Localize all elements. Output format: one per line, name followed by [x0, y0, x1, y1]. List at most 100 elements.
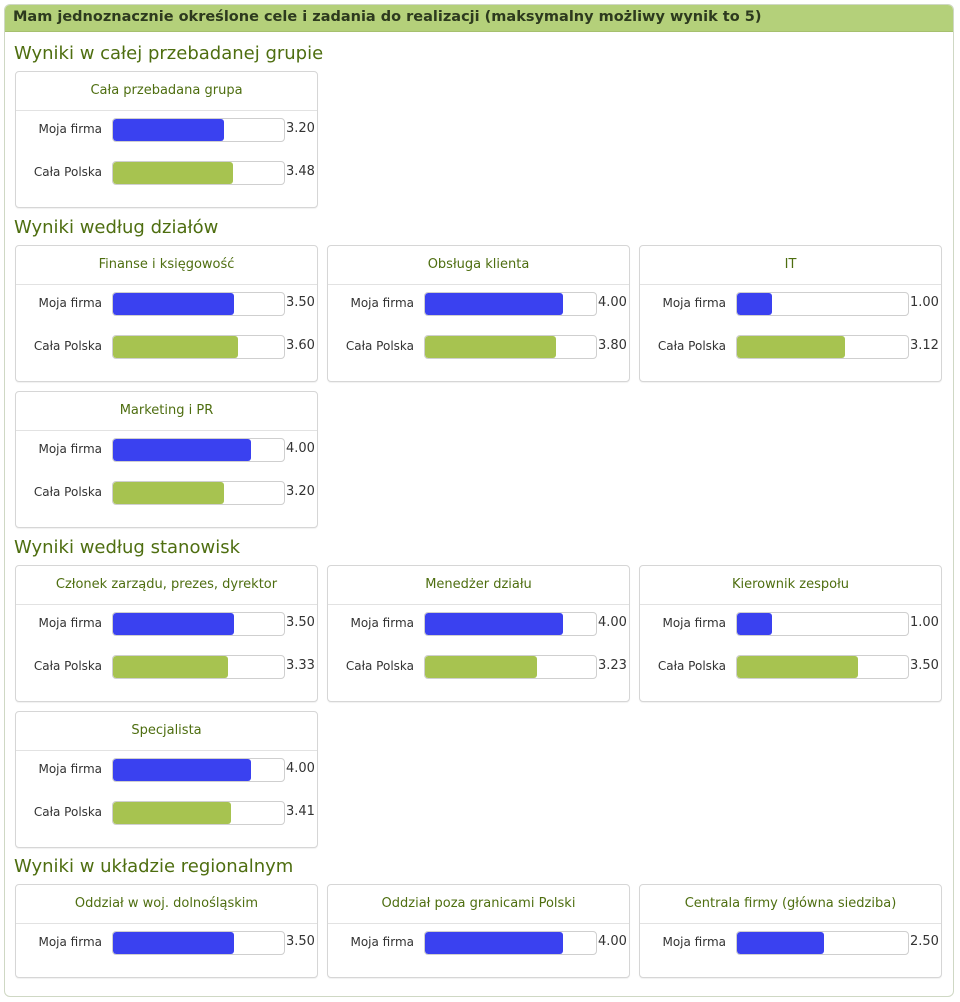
bar-moja-firma: [113, 293, 234, 315]
bar-track: [112, 335, 285, 359]
chart-title: Finanse i księgowość: [16, 246, 317, 285]
bar-value: 3.20: [286, 121, 315, 136]
bar-track: [112, 931, 285, 955]
bar-value: 3.23: [598, 658, 627, 673]
bar-value: 3.41: [286, 804, 315, 819]
bar-label: Moja firma: [38, 935, 102, 949]
bar-value: 3.50: [286, 295, 315, 310]
bar-value: 3.48: [286, 164, 315, 179]
chart-card: Finanse i księgowość Moja firma 3.50 Cała P…: [15, 245, 318, 382]
section-title: Wyniki według stanowisk: [14, 537, 240, 558]
bar-track: [424, 612, 597, 636]
bar-moja-firma: [737, 613, 772, 635]
bar-label: Moja firma: [38, 762, 102, 776]
bar-value: 3.33: [286, 658, 315, 673]
bar-moja-firma: [425, 613, 563, 635]
bar-value: 1.00: [910, 295, 939, 310]
bar-track: [112, 801, 285, 825]
bar-value: 4.00: [598, 295, 627, 310]
bar-row: Cała Polska 3.33: [16, 653, 317, 681]
bar-row: Moja firma 3.50: [16, 290, 317, 318]
bar-row: Moja firma 4.00: [328, 929, 629, 957]
chart-title: Menedżer działu: [328, 566, 629, 605]
bar-cala-polska: [113, 336, 238, 358]
bar-value: 4.00: [598, 615, 627, 630]
chart-card: Cała przebadana grupa Moja firma 3.20 Cała …: [15, 71, 318, 208]
chart-card: Oddział w woj. dolnośląskim Moja firma 3.5…: [15, 884, 318, 978]
bar-label: Moja firma: [350, 616, 414, 630]
bar-track: [112, 118, 285, 142]
bar-row: Cała Polska 3.60: [16, 333, 317, 361]
bar-moja-firma: [113, 613, 234, 635]
bar-row: Cała Polska 3.12: [640, 333, 941, 361]
bar-label: Moja firma: [662, 935, 726, 949]
bar-value: 3.12: [910, 338, 939, 353]
bar-track: [112, 292, 285, 316]
report-title: Mam jednoznacznie określone cele i zadan…: [13, 9, 762, 25]
bar-value: 2.50: [910, 934, 939, 949]
bar-row: Cała Polska 3.48: [16, 159, 317, 187]
bar-row: Cała Polska 3.23: [328, 653, 629, 681]
bar-row: Cała Polska 3.80: [328, 333, 629, 361]
bar-track: [424, 335, 597, 359]
bar-label: Cała Polska: [33, 339, 102, 353]
report-container: Mam jednoznacznie określone cele i zadan…: [4, 4, 954, 997]
bar-label: Moja firma: [38, 296, 102, 310]
bar-row: Moja firma 1.00: [640, 610, 941, 638]
bar-moja-firma: [113, 119, 224, 141]
bar-row: Moja firma 4.00: [328, 290, 629, 318]
bar-label: Moja firma: [38, 616, 102, 630]
bar-label: Cała Polska: [657, 339, 726, 353]
chart-card: IT Moja firma 1.00 Cała Polska 3.12: [639, 245, 942, 382]
bar-cala-polska: [737, 336, 845, 358]
chart-card: Marketing i PR Moja firma 4.00 Cała Polska 3…: [15, 391, 318, 528]
bar-label: Moja firma: [38, 442, 102, 456]
bar-value: 4.00: [286, 441, 315, 456]
chart-card: Oddział poza granicami Polski Moja firma 4…: [327, 884, 630, 978]
bar-value: 4.00: [598, 934, 627, 949]
bar-cala-polska: [113, 802, 231, 824]
bar-value: 4.00: [286, 761, 315, 776]
bar-track: [424, 931, 597, 955]
chart-title: Specjalista: [16, 712, 317, 751]
bar-value: 1.00: [910, 615, 939, 630]
bar-label: Cała Polska: [33, 659, 102, 673]
chart-title: Marketing i PR: [16, 392, 317, 431]
chart-card: Menedżer działu Moja firma 4.00 Cała Polska…: [327, 565, 630, 702]
bar-label: Cała Polska: [657, 659, 726, 673]
bar-cala-polska: [737, 656, 858, 678]
bar-track: [112, 612, 285, 636]
chart-card: Specjalista Moja firma 4.00 Cała Polska 3.41: [15, 711, 318, 848]
bar-label: Moja firma: [662, 616, 726, 630]
bar-moja-firma: [425, 932, 563, 954]
bar-track: [736, 655, 909, 679]
bar-label: Cała Polska: [345, 339, 414, 353]
section-title: Wyniki w układzie regionalnym: [14, 856, 294, 877]
bar-track: [424, 292, 597, 316]
bar-track: [112, 161, 285, 185]
bar-value: 3.20: [286, 484, 315, 499]
bar-row: Cała Polska 3.20: [16, 479, 317, 507]
chart-title: Oddział w woj. dolnośląskim: [16, 885, 317, 924]
bar-row: Cała Polska 3.41: [16, 799, 317, 827]
chart-title: Członek zarządu, prezes, dyrektor: [16, 566, 317, 605]
bar-moja-firma: [113, 932, 234, 954]
bar-track: [736, 292, 909, 316]
bar-label: Moja firma: [350, 296, 414, 310]
chart-card: Członek zarządu, prezes, dyrektor Moja fi…: [15, 565, 318, 702]
bar-cala-polska: [113, 656, 228, 678]
bar-cala-polska: [113, 482, 224, 504]
bar-label: Moja firma: [38, 122, 102, 136]
bar-track: [112, 758, 285, 782]
bar-row: Moja firma 3.50: [16, 610, 317, 638]
bar-track: [736, 931, 909, 955]
bar-row: Moja firma 1.00: [640, 290, 941, 318]
chart-card: Obsługa klienta Moja firma 4.00 Cała Polska…: [327, 245, 630, 382]
bar-label: Cała Polska: [33, 805, 102, 819]
report-header: Mam jednoznacznie określone cele i zadan…: [5, 5, 953, 32]
bar-moja-firma: [737, 293, 772, 315]
bar-row: Moja firma 2.50: [640, 929, 941, 957]
bar-moja-firma: [113, 439, 251, 461]
bar-track: [112, 655, 285, 679]
bar-label: Moja firma: [662, 296, 726, 310]
